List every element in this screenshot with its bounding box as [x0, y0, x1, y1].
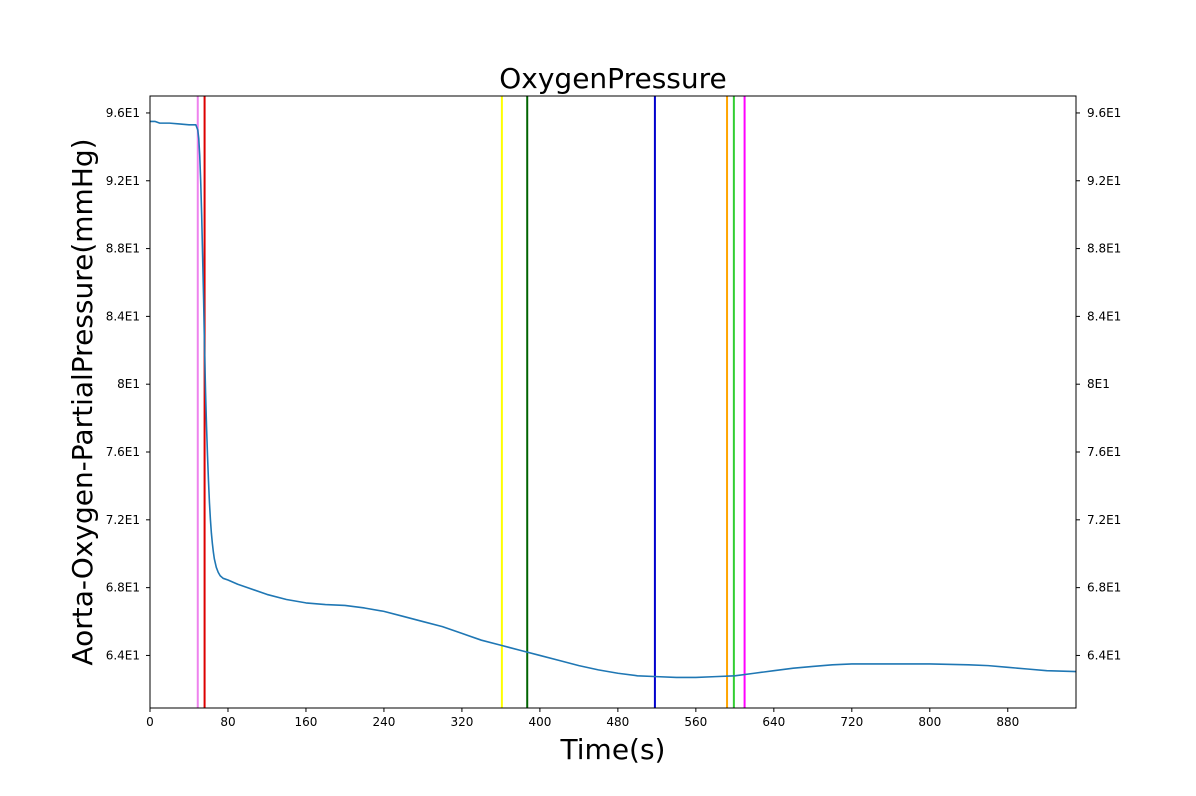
plot-frame — [149, 95, 1077, 709]
x-tick-label: 240 — [372, 715, 395, 729]
chart-title: OxygenPressure — [499, 62, 727, 95]
y-tick-label-left: 7.2E1 — [106, 513, 140, 527]
y-tick-label-left: 6.4E1 — [106, 648, 140, 662]
x-tick-label: 400 — [528, 715, 551, 729]
vertical-markers — [196, 96, 746, 708]
y-tick-label-left: 8E1 — [117, 377, 140, 391]
y-tick-label-left: 9.6E1 — [106, 106, 140, 120]
y-tick-label-right: 8.4E1 — [1087, 309, 1121, 323]
series-layer — [150, 120, 1077, 679]
x-tick-label: 880 — [996, 715, 1019, 729]
x-tick-label: 320 — [450, 715, 473, 729]
y-tick-label-right: 7.6E1 — [1087, 445, 1121, 459]
y-tick-label-right: 9.6E1 — [1087, 106, 1121, 120]
x-tick-label: 720 — [840, 715, 863, 729]
x-tick-label: 0 — [146, 715, 154, 729]
x-tick-label: 800 — [918, 715, 941, 729]
y-tick-label-left: 8.8E1 — [106, 242, 140, 256]
x-tick-label: 640 — [762, 715, 785, 729]
y-axis-ticks-right: 6.4E1 6.8E1 7.2E1 7.6E1 8E1 8.4E1 8.8E1 9.2E1 9.… — [1076, 106, 1121, 662]
y-tick-label-right: 7.2E1 — [1087, 513, 1121, 527]
x-tick-label: 560 — [684, 715, 707, 729]
y-tick-label-left: 6.8E1 — [106, 581, 140, 595]
y-tick-label-right: 9.2E1 — [1087, 174, 1121, 188]
x-tick-label: 80 — [220, 715, 235, 729]
x-tick-label: 160 — [295, 715, 318, 729]
y-tick-label-right: 6.8E1 — [1087, 581, 1121, 595]
y-axis-label: Aorta-Oxygen-PartialPressure(mmHg) — [66, 138, 99, 665]
y-tick-label-right: 8E1 — [1087, 377, 1110, 391]
x-axis-ticks: 0 80 160 240 320 400 480 560 640 720 800 880 — [146, 708, 1019, 729]
x-tick-label: 480 — [606, 715, 629, 729]
y-tick-label-right: 6.4E1 — [1087, 648, 1121, 662]
series-line — [150, 120, 1077, 679]
y-tick-label-right: 8.8E1 — [1087, 242, 1121, 256]
y-tick-label-left: 9.2E1 — [106, 174, 140, 188]
x-axis-label: Time(s) — [560, 733, 666, 766]
y-tick-label-left: 8.4E1 — [106, 309, 140, 323]
y-tick-label-left: 7.6E1 — [106, 445, 140, 459]
y-axis-ticks-left: 6.4E1 6.8E1 7.2E1 7.6E1 8E1 8.4E1 8.8E1 9.2E1 9.… — [106, 106, 150, 662]
